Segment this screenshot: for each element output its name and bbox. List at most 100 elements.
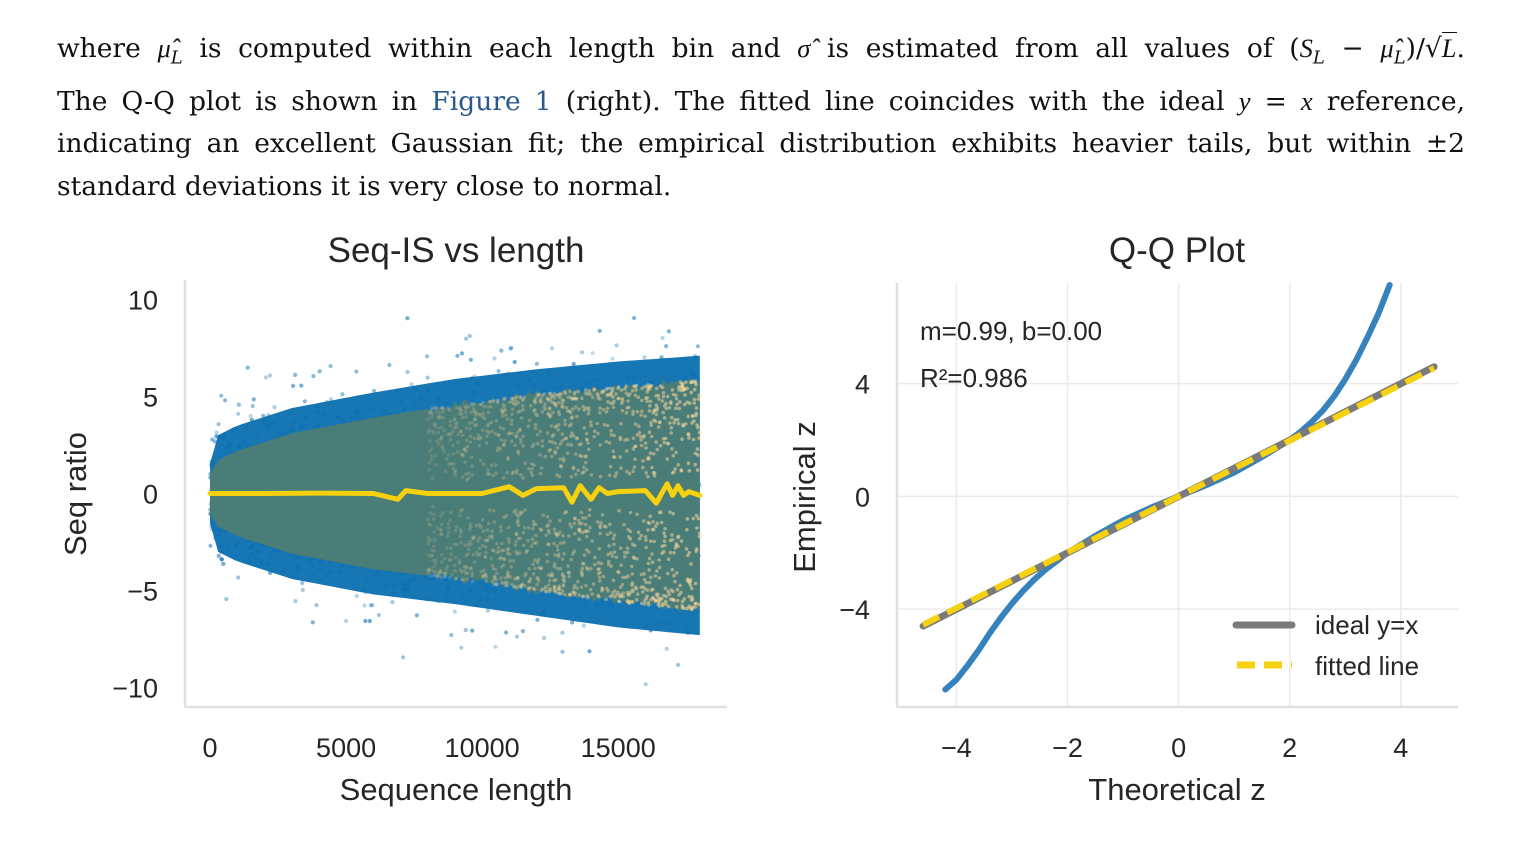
scatter-point	[570, 620, 575, 625]
band-highlight-point	[587, 408, 591, 413]
scatter-point	[243, 425, 248, 430]
band-highlight-point	[592, 434, 596, 439]
band-highlight-point	[604, 525, 608, 529]
scatter-point	[212, 439, 218, 444]
band-highlight-point	[689, 380, 693, 385]
band-highlight-point	[644, 580, 648, 585]
band-highlight-point	[518, 409, 523, 413]
band-highlight-point	[561, 533, 565, 538]
scatter-point	[336, 415, 341, 420]
band-highlight-point	[695, 447, 700, 451]
band-highlight-point	[433, 424, 438, 429]
band-highlight-point	[479, 435, 484, 440]
band-highlight-point	[607, 441, 612, 445]
band-highlight-point	[478, 552, 482, 556]
band-highlight-point	[511, 470, 516, 474]
band-highlight-point	[505, 583, 510, 588]
band-highlight-point	[684, 547, 689, 551]
band-highlight-point	[587, 513, 592, 518]
scatter-point	[401, 655, 406, 660]
band-highlight-point	[612, 542, 616, 547]
band-highlight-point	[536, 578, 541, 583]
scatter-point	[414, 613, 419, 618]
band-highlight-point	[449, 552, 453, 557]
band-highlight-point	[575, 397, 579, 401]
scatter-point	[409, 382, 414, 387]
band-highlight-point	[590, 539, 594, 543]
band-highlight-point	[560, 589, 565, 593]
band-highlight-point	[430, 548, 435, 553]
scatter-point	[540, 612, 545, 617]
band-highlight-point	[547, 542, 551, 546]
band-highlight-point	[477, 437, 482, 441]
qq-plot-chart: Q-Q Plot 40−4 −4 −2 0 2 4 m=0.99, b=0.00 R²=…	[787, 231, 1458, 807]
band-highlight-point	[662, 593, 666, 598]
band-highlight-point	[526, 424, 530, 429]
band-highlight-point	[432, 422, 436, 426]
band-highlight-point	[574, 405, 578, 409]
band-highlight-point	[650, 465, 654, 470]
scatter-point	[257, 428, 262, 433]
band-highlight-point	[685, 527, 689, 532]
band-highlight-point	[583, 454, 587, 459]
band-highlight-point	[449, 546, 453, 551]
band-highlight-point	[556, 552, 561, 557]
band-highlight-point	[516, 523, 521, 528]
band-highlight-point	[464, 445, 468, 450]
band-highlight-point	[432, 431, 436, 436]
figure-reference-link[interactable]: Figure 1	[431, 85, 552, 117]
scatter-point	[399, 399, 404, 404]
band-highlight-point	[432, 544, 436, 549]
band-highlight-point	[509, 422, 514, 426]
scatter-point	[642, 355, 647, 360]
band-highlight-point	[564, 509, 569, 514]
scatter-point	[580, 350, 585, 355]
band-highlight-point	[513, 584, 518, 589]
band-highlight-point	[661, 410, 665, 415]
band-highlight-point	[649, 420, 653, 425]
scatter-point	[302, 399, 307, 404]
band-highlight-point	[511, 400, 515, 405]
scatter-point	[403, 592, 408, 597]
band-highlight-point	[560, 439, 564, 443]
scatter-point	[208, 462, 214, 468]
scatter-point	[251, 397, 256, 402]
band-highlight-point	[479, 402, 484, 406]
band-highlight-point	[579, 442, 583, 446]
band-highlight-point	[427, 522, 431, 527]
scatter-point	[224, 597, 229, 602]
band-highlight-point	[675, 417, 680, 422]
band-highlight-point	[689, 562, 693, 566]
binned-mean-line	[207, 481, 703, 506]
scatter-point	[597, 328, 602, 333]
band-highlight-point	[598, 406, 602, 411]
scatter-point	[542, 389, 548, 394]
scatter-point	[318, 567, 323, 572]
band-highlight-point	[490, 536, 494, 540]
band-highlight-point	[504, 583, 508, 588]
band-highlight-point	[664, 602, 668, 607]
band-highlight-point	[533, 558, 537, 562]
band-highlight-point	[636, 395, 641, 400]
scatter-point	[469, 393, 474, 398]
band-highlight-point	[468, 527, 472, 532]
band-highlight-point	[547, 439, 552, 444]
band-highlight-point	[485, 528, 490, 532]
band-highlight-point	[540, 587, 544, 591]
band-highlight-point	[495, 582, 499, 587]
band-highlight-point	[657, 597, 661, 602]
band-highlight-point	[546, 542, 550, 547]
scatter-point	[219, 557, 224, 562]
band-highlight-point	[590, 395, 595, 400]
band-highlight-point	[443, 574, 447, 579]
band-highlight-point	[533, 407, 537, 412]
scatter-point	[506, 371, 511, 376]
left-x-tick-label: 15000	[581, 733, 656, 763]
scatter-point	[267, 570, 273, 576]
band-highlight-point	[484, 550, 488, 555]
math-symbol: L	[1441, 32, 1457, 63]
band-highlight-point	[573, 583, 577, 588]
band-highlight-point	[631, 436, 636, 441]
band-highlight-point	[657, 604, 662, 608]
band-highlight-point	[474, 422, 479, 427]
